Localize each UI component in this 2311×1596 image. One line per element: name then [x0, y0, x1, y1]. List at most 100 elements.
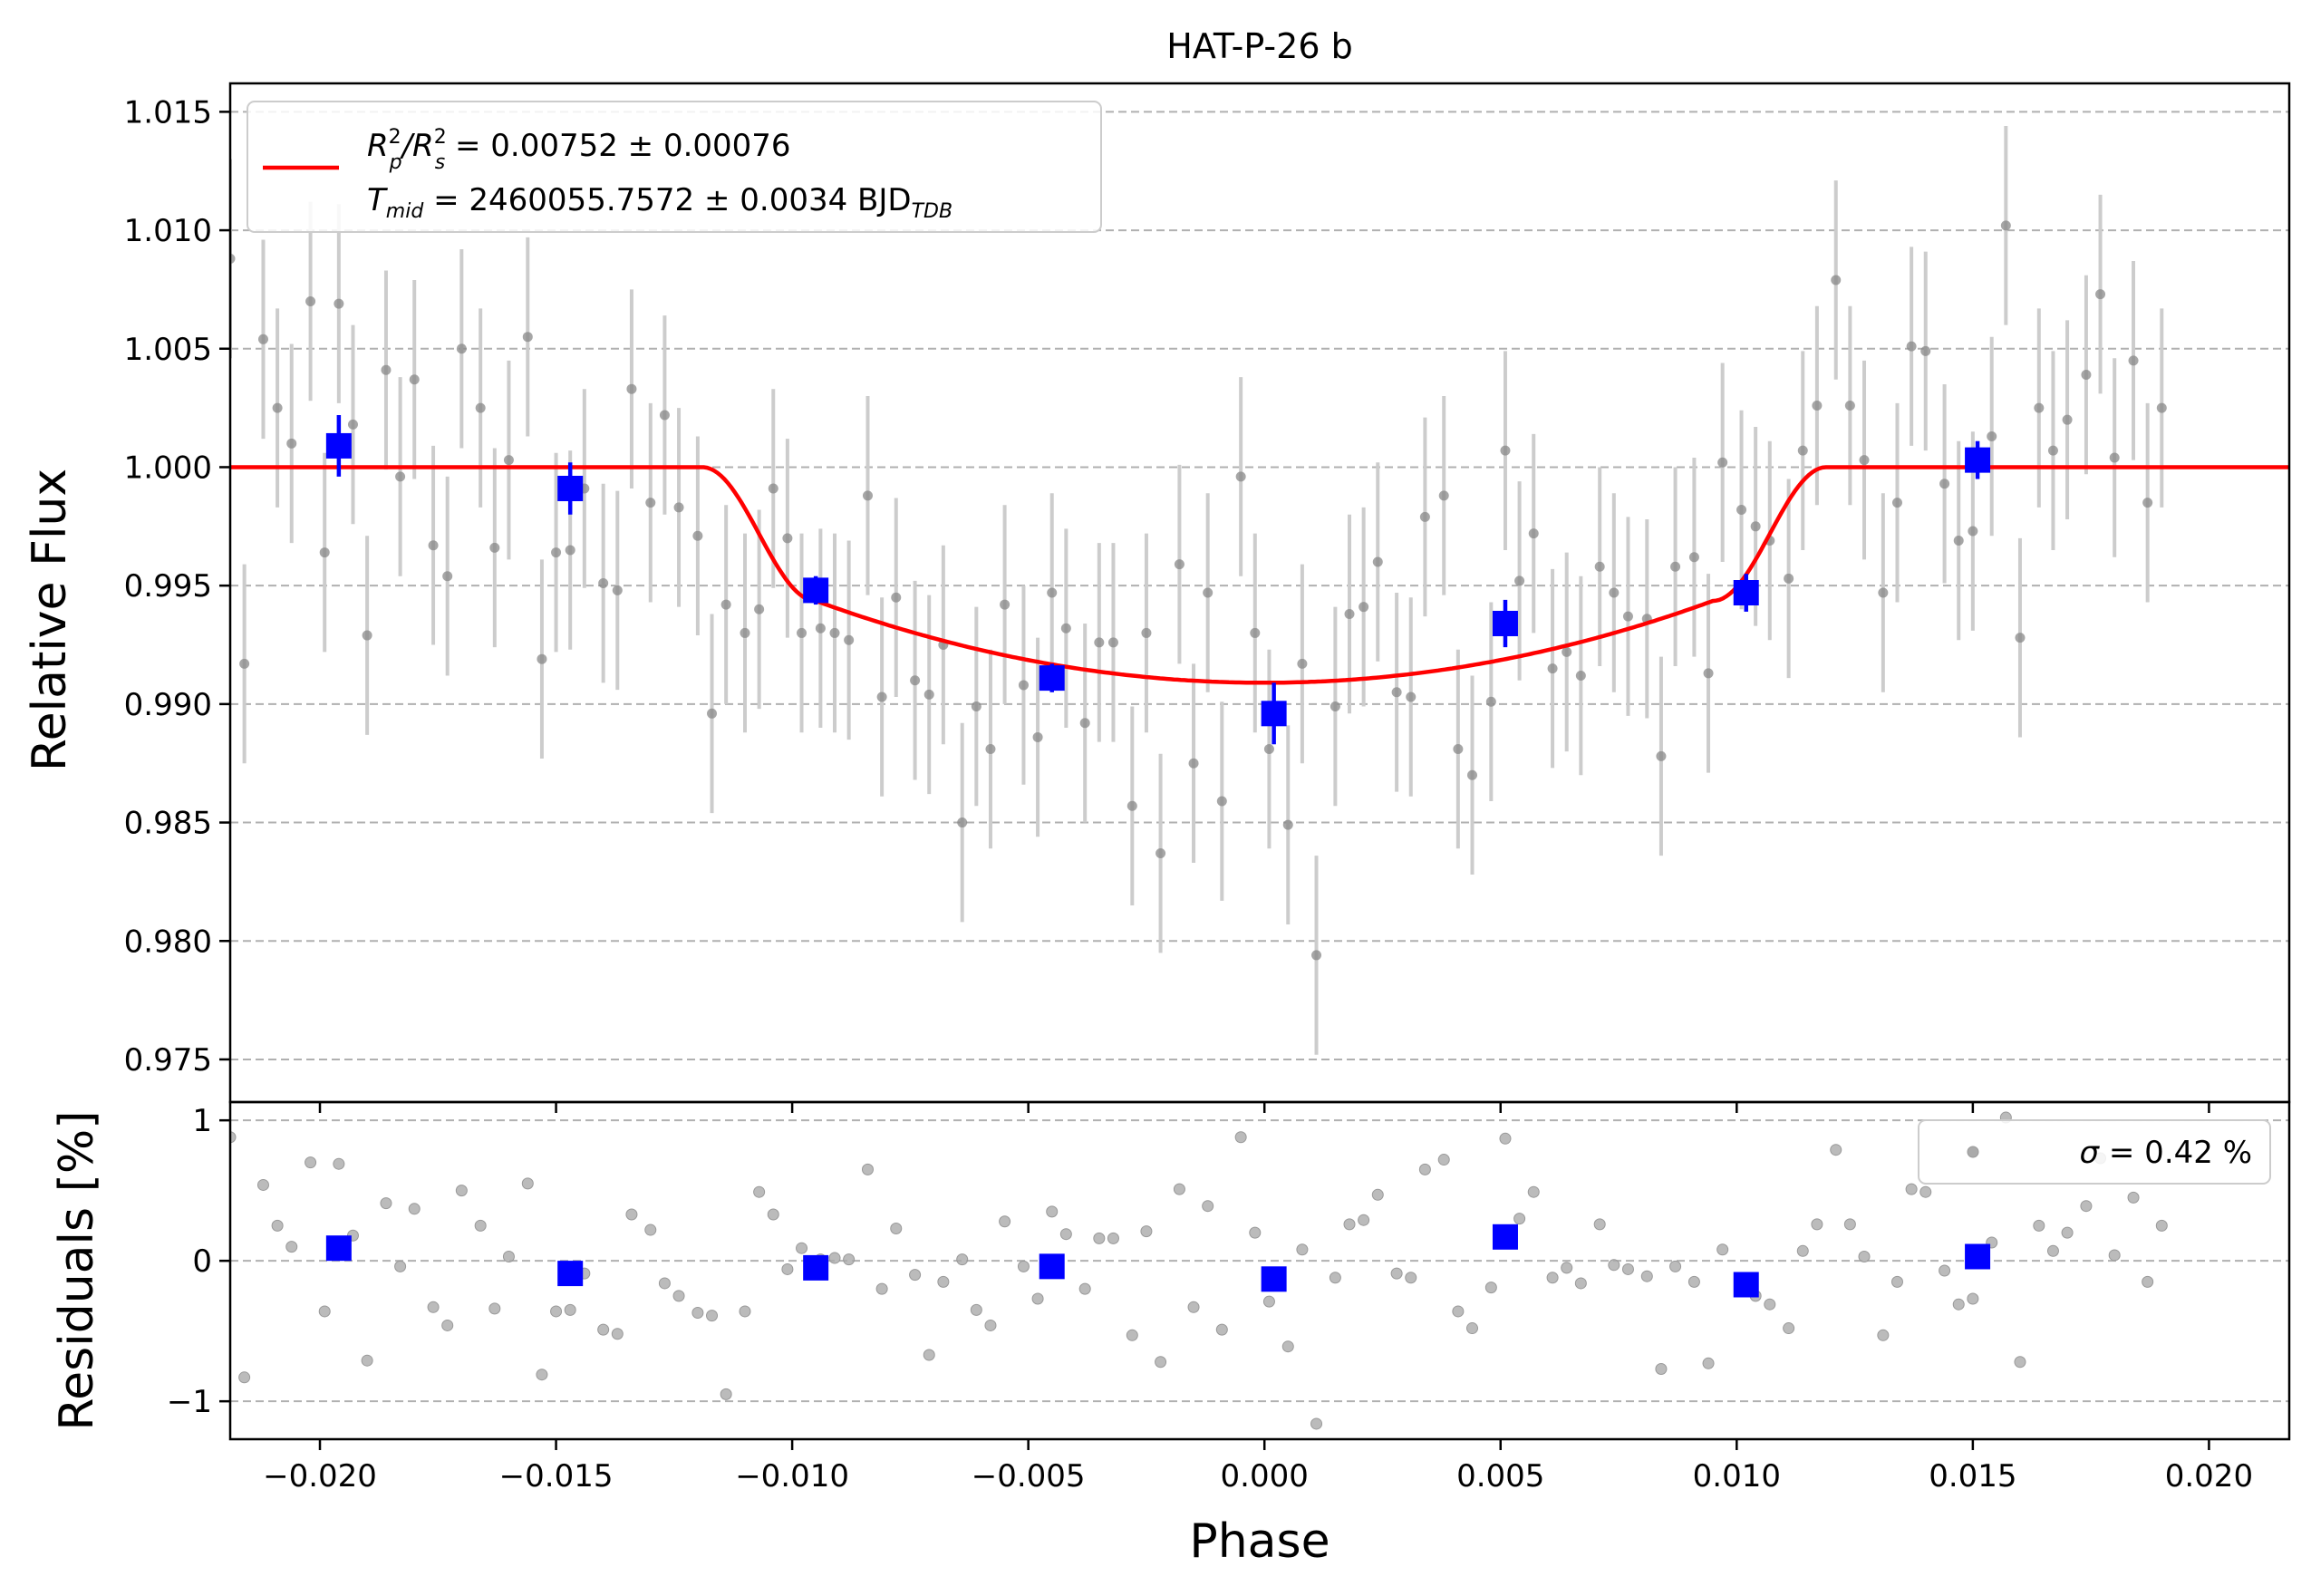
flux-raw-point	[1311, 950, 1322, 961]
residual-raw-point	[861, 1163, 874, 1175]
residual-raw-point	[1296, 1243, 1309, 1256]
flux-raw-point	[985, 744, 996, 755]
residual-raw-point	[230, 1131, 237, 1144]
residual-raw-point	[1059, 1228, 1072, 1241]
flux-raw-point	[1359, 602, 1369, 613]
flux-raw-point	[2176, 0, 2186, 5]
flux-raw-point	[844, 634, 855, 645]
residual-raw-point	[1513, 1213, 1526, 1225]
flux-raw-point	[612, 585, 623, 595]
flux-raw-point	[1562, 646, 1572, 657]
residual-raw-point	[1310, 1417, 1323, 1430]
residual-raw-point	[427, 1301, 440, 1313]
residual-raw-point	[1126, 1329, 1138, 1341]
residual-raw-point	[285, 1241, 298, 1253]
residual-binned-point	[1261, 1266, 1287, 1292]
flux-raw-point	[659, 410, 670, 421]
residual-raw-point	[1187, 1301, 1200, 1313]
flux-binned-point	[325, 432, 352, 459]
legend-rp-rs-text: R2 p/R2 s = 0.00752 ± 0.00076	[367, 126, 791, 174]
residual-raw-point	[1764, 1298, 1776, 1311]
residual-raw-point	[2237, 0, 2248, 5]
residual-raw-point	[672, 1290, 685, 1302]
residual-raw-point	[1843, 1218, 1856, 1231]
residual-raw-point	[2046, 1244, 2059, 1257]
residual-binned-point	[803, 1254, 829, 1281]
flux-raw-point	[1079, 718, 1090, 729]
flux-raw-point	[362, 630, 372, 641]
flux-raw-point	[2081, 370, 2092, 381]
residual-raw-point	[550, 1305, 563, 1318]
flux-binned-point	[1261, 701, 1287, 727]
residual-binned-point	[1965, 1243, 1991, 1270]
residual-raw-point	[1437, 1154, 1450, 1166]
flux-y-tick-label: 0.975	[124, 1042, 212, 1079]
residual-raw-point	[502, 1251, 515, 1262]
residual-raw-point	[970, 1303, 982, 1316]
flux-raw-point	[2128, 355, 2139, 366]
flux-binned-point	[1492, 610, 1518, 636]
flux-y-tick-label: 0.990	[124, 687, 212, 723]
residual-raw-point	[256, 1178, 269, 1191]
flux-raw-point	[1000, 599, 1010, 610]
residual-raw-point	[1561, 1262, 1573, 1274]
legend-tmid-text: Tmid = 2460055.7572 ± 0.0034 BJDTDB	[367, 182, 952, 223]
residual-raw-point	[2251, 0, 2262, 5]
residual-raw-point	[1343, 1218, 1356, 1231]
residual-raw-point	[1358, 1214, 1370, 1226]
residual-raw-point	[361, 1354, 373, 1367]
flux-y-axis-title: Relative Flux	[23, 469, 77, 771]
residual-raw-point	[2142, 1275, 2154, 1288]
flux-binned-point	[1733, 580, 1759, 605]
residual-raw-point	[1546, 1272, 1559, 1284]
residuals-x-ticks: −0.020 −0.015 −0.010 −0.005 0.000 0.005 0.010 0…	[263, 1439, 2253, 1494]
residual-binned-point	[1039, 1253, 1065, 1280]
residual-raw-point	[1173, 1183, 1185, 1195]
residual-raw-point	[1202, 1200, 1214, 1213]
flux-gridlines	[230, 111, 2289, 1060]
flux-raw-points	[230, 0, 2295, 961]
residuals-y-tick-label: −1	[167, 1384, 212, 1420]
flux-raw-point	[2062, 414, 2073, 425]
flux-raw-point	[1547, 663, 1558, 674]
flux-raw-point	[2000, 220, 2011, 231]
flux-panel: 0.975 0.980 0.985 0.990 0.995 1.000 1.005 1.010…	[23, 0, 2295, 1113]
x-tick-label: 0.010	[1693, 1458, 1781, 1494]
flux-raw-point	[2285, 0, 2295, 5]
residual-raw-point	[2108, 1249, 2121, 1262]
residual-raw-point	[1484, 1282, 1497, 1294]
flux-raw-point	[1891, 498, 1902, 508]
flux-raw-point	[1750, 521, 1761, 532]
residual-raw-point	[767, 1208, 779, 1221]
flux-raw-point	[1575, 670, 1586, 681]
flux-raw-point	[2223, 0, 2233, 5]
residual-raw-point	[1905, 1183, 1918, 1195]
flux-raw-point	[305, 295, 316, 306]
residual-raw-point	[691, 1307, 704, 1319]
residual-raw-point	[625, 1208, 638, 1221]
flux-raw-point	[1594, 561, 1605, 572]
flux-raw-point	[1126, 800, 1137, 811]
flux-raw-point	[1939, 479, 1950, 489]
residual-binned-point	[1733, 1272, 1759, 1298]
residual-raw-point	[1234, 1131, 1247, 1144]
flux-raw-point	[2270, 0, 2280, 5]
flux-y-tick-label: 0.980	[124, 924, 212, 960]
residual-raw-point	[1262, 1295, 1275, 1308]
residual-binned-point	[1492, 1224, 1518, 1250]
residual-raw-point	[706, 1310, 719, 1322]
residual-raw-point	[1017, 1260, 1030, 1272]
flux-raw-point	[1060, 623, 1071, 634]
flux-x-ticks	[318, 1102, 2210, 1113]
residual-raw-point	[521, 1177, 534, 1190]
residuals-y-tick-label: 1	[192, 1103, 212, 1139]
flux-raw-point	[1344, 609, 1355, 620]
flux-binned-point	[1039, 665, 1065, 692]
residual-raw-point	[1107, 1232, 1119, 1244]
flux-raw-point	[319, 547, 330, 558]
residual-raw-point	[1669, 1260, 1682, 1272]
residual-raw-point	[753, 1185, 766, 1198]
residual-raw-point	[1952, 1298, 1965, 1311]
flux-raw-point	[2095, 289, 2106, 300]
flux-raw-point	[1250, 627, 1261, 638]
